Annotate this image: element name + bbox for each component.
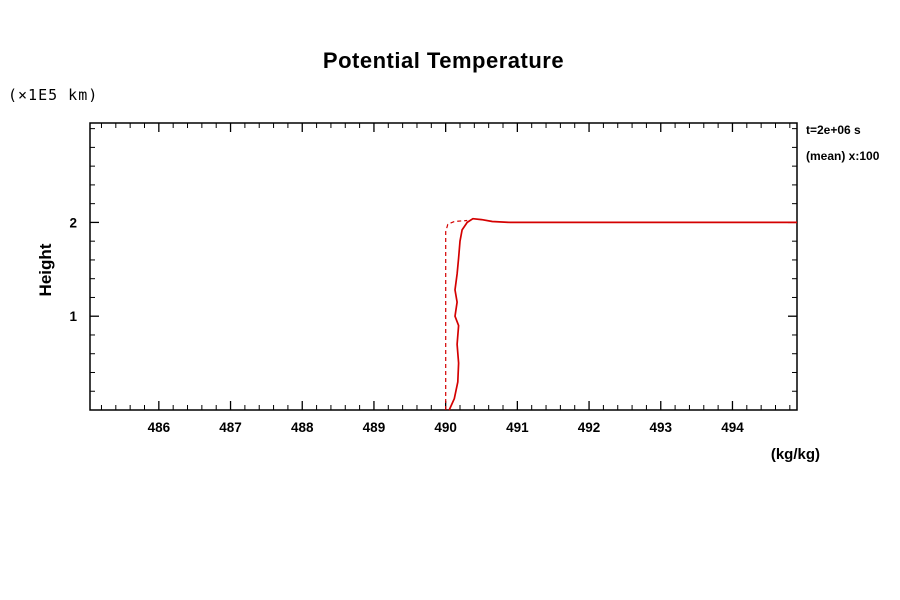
annotation-time-label: t=2e+06 s [806,123,861,137]
x-tick-label: 490 [434,420,457,435]
x-tick-label: 486 [148,420,171,435]
annotation-mean-label: (mean) x:100 [806,149,880,163]
x-tick-label: 492 [578,420,601,435]
plot-frame [89,122,798,411]
x-tick-label: 491 [506,420,529,435]
x-tick-label: 493 [649,420,672,435]
chart-title: Potential Temperature [322,48,565,73]
x-tick-label: 488 [291,420,314,435]
x-tick-label: 487 [219,420,242,435]
x-axis-unit-label: (kg/kg) [770,446,820,463]
y-axis-unit-label: (×1E5 km) [8,86,99,104]
x-tick-label: 489 [363,420,386,435]
series-line-initial-profile [445,219,468,410]
x-tick-label: 494 [721,420,744,435]
y-tick-label: 1 [69,309,77,324]
series-line-mean-profile [448,217,797,411]
y-tick-label: 2 [69,215,77,230]
